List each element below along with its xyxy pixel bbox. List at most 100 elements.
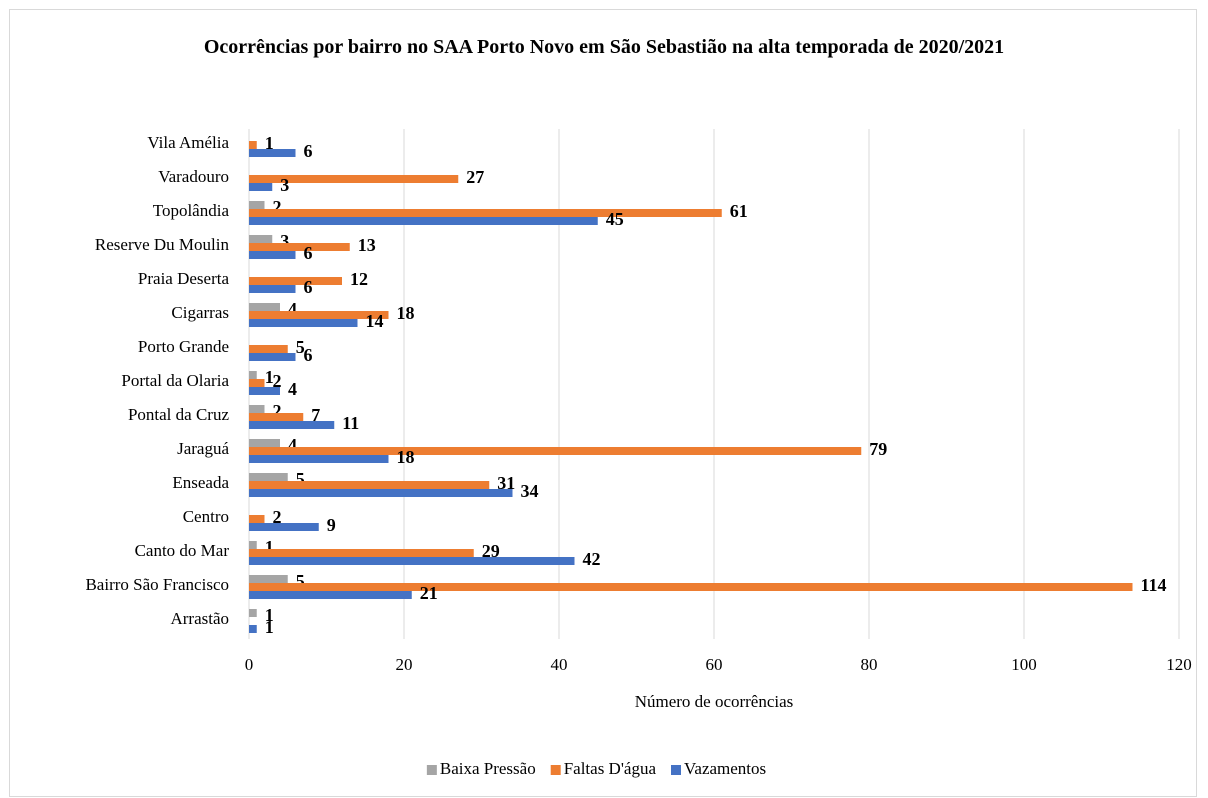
data-label: 34 bbox=[521, 481, 539, 501]
data-label: 4 bbox=[288, 299, 297, 319]
y-tick-label: Porto Grande bbox=[138, 337, 229, 356]
legend-label: Baixa Pressão bbox=[440, 759, 536, 778]
bar bbox=[249, 149, 296, 157]
x-tick-label: 100 bbox=[1011, 655, 1037, 674]
bar bbox=[249, 303, 280, 311]
bar bbox=[249, 217, 598, 225]
legend-label: Vazamentos bbox=[684, 759, 766, 778]
data-label: 3 bbox=[280, 231, 289, 251]
y-tick-label: Arrastão bbox=[170, 609, 229, 628]
data-label: 18 bbox=[397, 303, 415, 323]
data-label: 27 bbox=[466, 167, 484, 187]
bar bbox=[249, 285, 296, 293]
bar bbox=[249, 549, 474, 557]
bar bbox=[249, 609, 257, 617]
data-label: 11 bbox=[342, 413, 359, 433]
data-label: 2 bbox=[273, 401, 282, 421]
bar bbox=[249, 319, 358, 327]
y-tick-label: Varadouro bbox=[158, 167, 229, 186]
bar bbox=[249, 387, 280, 395]
bar bbox=[249, 473, 288, 481]
y-tick-label: Bairro São Francisco bbox=[85, 575, 229, 594]
data-label: 7 bbox=[311, 405, 320, 425]
chart-frame bbox=[9, 9, 1197, 797]
data-label: 2 bbox=[273, 197, 282, 217]
data-label: 79 bbox=[869, 439, 887, 459]
y-tick-label: Vila Amélia bbox=[147, 133, 229, 152]
y-tick-label: Reserve Du Moulin bbox=[95, 235, 230, 254]
bar bbox=[249, 175, 459, 183]
bar bbox=[249, 251, 296, 259]
x-tick-label: 120 bbox=[1166, 655, 1192, 674]
data-label: 12 bbox=[350, 269, 368, 289]
data-label: 21 bbox=[420, 583, 438, 603]
bar bbox=[249, 183, 273, 191]
data-label: 5 bbox=[296, 469, 305, 489]
y-tick-label: Pontal da Cruz bbox=[128, 405, 229, 424]
data-label: 6 bbox=[304, 277, 313, 297]
bar bbox=[249, 523, 319, 531]
data-label: 9 bbox=[327, 515, 336, 535]
bar bbox=[249, 439, 280, 447]
x-tick-label: 80 bbox=[861, 655, 878, 674]
bar bbox=[249, 277, 342, 285]
y-tick-label: Cigarras bbox=[171, 303, 229, 322]
data-label: 6 bbox=[304, 345, 313, 365]
data-label: 29 bbox=[482, 541, 500, 561]
data-label: 5 bbox=[296, 337, 305, 357]
bar bbox=[249, 515, 265, 523]
data-label: 1 bbox=[265, 605, 274, 625]
data-label: 5 bbox=[296, 571, 305, 591]
y-tick-label: Jaraguá bbox=[177, 439, 229, 458]
legend-label: Faltas D'água bbox=[564, 759, 657, 778]
bar bbox=[249, 353, 296, 361]
y-tick-label: Topolândia bbox=[153, 201, 230, 220]
bar bbox=[249, 379, 265, 387]
data-label: 1 bbox=[265, 367, 274, 387]
y-tick-label: Portal da Olaria bbox=[121, 371, 229, 390]
data-label: 61 bbox=[730, 201, 748, 221]
data-label: 6 bbox=[304, 141, 313, 161]
bar bbox=[249, 201, 265, 209]
x-tick-label: 20 bbox=[396, 655, 413, 674]
bar bbox=[249, 583, 1133, 591]
x-tick-label: 0 bbox=[245, 655, 254, 674]
x-axis-label: Número de ocorrências bbox=[635, 692, 794, 711]
bar bbox=[249, 413, 304, 421]
bar bbox=[249, 481, 490, 489]
legend-swatch bbox=[426, 765, 437, 775]
data-label: 4 bbox=[288, 379, 297, 399]
data-label: 1 bbox=[265, 133, 274, 153]
bar bbox=[249, 371, 257, 379]
data-label: 2 bbox=[273, 507, 282, 527]
bar bbox=[249, 447, 862, 455]
bar bbox=[249, 625, 257, 633]
x-tick-label: 40 bbox=[551, 655, 568, 674]
x-tick-label: 60 bbox=[706, 655, 723, 674]
data-label: 3 bbox=[280, 175, 289, 195]
data-label: 13 bbox=[358, 235, 376, 255]
bar bbox=[249, 141, 257, 149]
data-label: 1 bbox=[265, 617, 274, 637]
bar bbox=[249, 311, 389, 319]
data-label: 18 bbox=[397, 447, 415, 467]
data-label: 2 bbox=[273, 371, 282, 391]
data-label: 45 bbox=[606, 209, 624, 229]
data-label: 14 bbox=[366, 311, 384, 331]
data-label: 4 bbox=[288, 435, 297, 455]
y-tick-label: Centro bbox=[183, 507, 229, 526]
data-label: 6 bbox=[304, 243, 313, 263]
legend-swatch bbox=[550, 765, 561, 775]
bar bbox=[249, 455, 389, 463]
bar bbox=[249, 405, 265, 413]
bar bbox=[249, 557, 575, 565]
y-tick-label: Canto do Mar bbox=[135, 541, 230, 560]
data-label: 1 bbox=[265, 537, 274, 557]
chart-title: Ocorrências por bairro no SAA Porto Novo… bbox=[203, 36, 1005, 58]
data-label: 42 bbox=[583, 549, 601, 569]
bar bbox=[249, 235, 273, 243]
bar bbox=[249, 243, 350, 251]
bar bbox=[249, 209, 722, 217]
bar bbox=[249, 575, 288, 583]
